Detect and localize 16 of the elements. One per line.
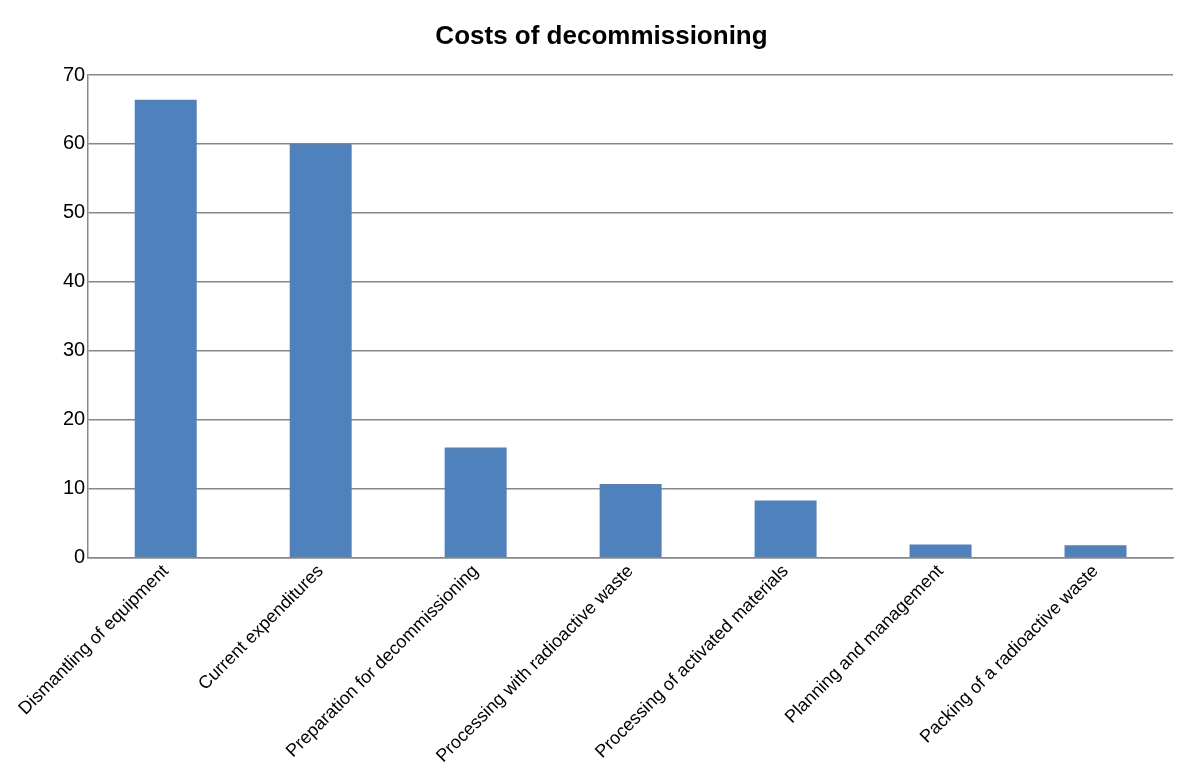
- bar: [134, 99, 197, 557]
- bar: [289, 143, 352, 557]
- y-tick-label: 50: [63, 200, 86, 223]
- chart-title: Costs of decommissioning: [434, 20, 769, 52]
- y-tick-label: 20: [63, 407, 86, 430]
- bar: [444, 447, 507, 557]
- y-tick-label: 70: [63, 62, 86, 85]
- y-tick-label: 0: [74, 545, 86, 568]
- y-tick-label: 30: [63, 338, 86, 361]
- bar: [754, 500, 817, 557]
- bar: [599, 483, 662, 557]
- y-tick-label: 60: [63, 131, 86, 154]
- bar: [909, 544, 972, 557]
- bar: [1064, 545, 1127, 557]
- y-tick-label: 10: [63, 476, 86, 499]
- y-tick-label: 40: [63, 269, 86, 292]
